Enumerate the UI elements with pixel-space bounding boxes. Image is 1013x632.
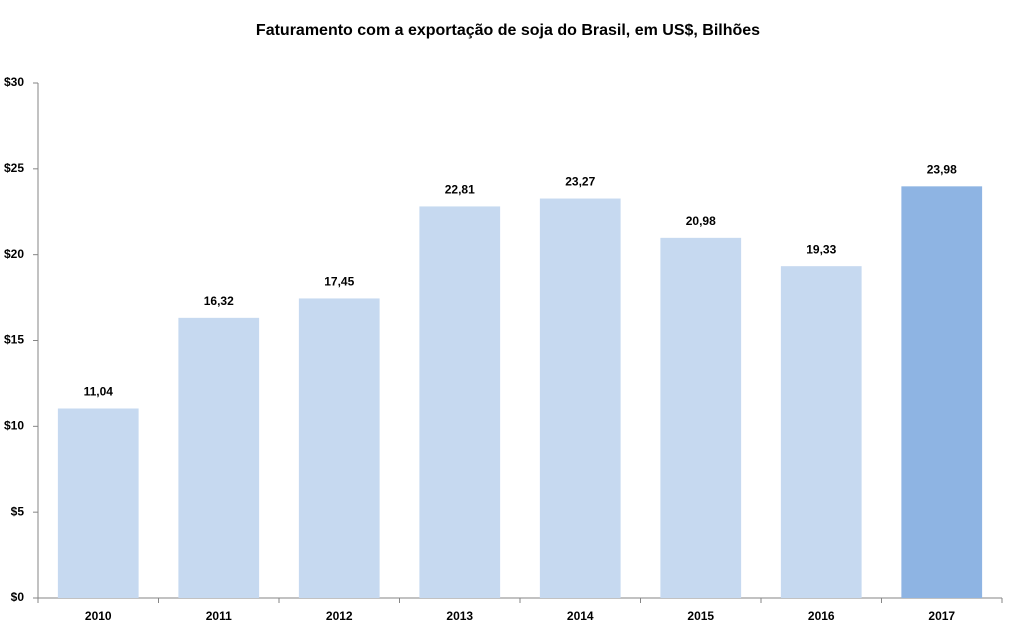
x-tick-label: 2012 (326, 609, 353, 623)
y-tick-label: $25 (4, 161, 24, 175)
x-tick-label: 2016 (808, 609, 835, 623)
y-tick-label: $5 (11, 504, 25, 518)
x-tick-label: 2013 (446, 609, 473, 623)
bar (901, 186, 983, 599)
bar (780, 266, 862, 598)
bar (660, 237, 742, 599)
bar (539, 198, 621, 598)
value-label: 16,32 (204, 294, 234, 308)
value-label: 17,45 (324, 275, 354, 289)
value-label: 11,04 (84, 385, 114, 399)
bar (57, 408, 139, 598)
y-tick-label: $30 (4, 75, 24, 89)
bar (178, 317, 260, 598)
value-label: 23,27 (565, 175, 595, 189)
x-tick-label: 2017 (928, 609, 955, 623)
y-tick-label: $10 (4, 419, 24, 433)
value-label: 22,81 (445, 183, 475, 197)
x-tick-label: 2011 (206, 609, 232, 623)
y-tick-label: $0 (11, 590, 25, 604)
x-tick-label: 2014 (567, 609, 594, 623)
x-tick-label: 2010 (85, 609, 112, 623)
chart-title: Faturamento com a exportação de soja do … (256, 22, 760, 39)
y-tick-label: $15 (4, 333, 24, 347)
y-tick-label: $20 (4, 247, 24, 261)
bar (419, 206, 501, 598)
value-label: 20,98 (686, 214, 716, 228)
value-label: 19,33 (806, 242, 836, 256)
x-tick-label: 2015 (687, 609, 714, 623)
value-label: 23,98 (927, 163, 957, 177)
bar (298, 298, 380, 598)
